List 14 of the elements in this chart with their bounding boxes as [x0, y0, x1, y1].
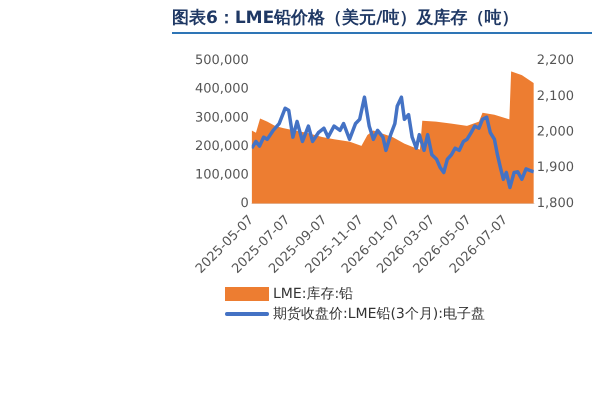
legend-label: LME:库存:铅 — [273, 285, 354, 303]
y2-tick-label: 1,900 — [536, 160, 574, 176]
y2-tick-label: 1,800 — [536, 196, 574, 211]
y-tick-label: 400,000 — [194, 82, 249, 97]
y-tick-label: 300,000 — [194, 110, 249, 126]
y-tick-label: 200,000 — [194, 138, 249, 154]
y-tick-label: 100,000 — [194, 167, 249, 182]
legend-label: 期货收盘价:LME铅(3个月):电子盘 — [273, 305, 485, 323]
y2-tick-label: 2,100 — [536, 88, 574, 104]
y2-tick-label: 2,200 — [536, 53, 574, 68]
y2-tick-label: 2,000 — [536, 124, 574, 140]
chart-title: 图表6：LME铅价格（美元/吨）及库存（吨） — [172, 6, 592, 34]
y-tick-label: 500,000 — [194, 53, 249, 68]
y-tick-label: 0 — [240, 196, 249, 211]
